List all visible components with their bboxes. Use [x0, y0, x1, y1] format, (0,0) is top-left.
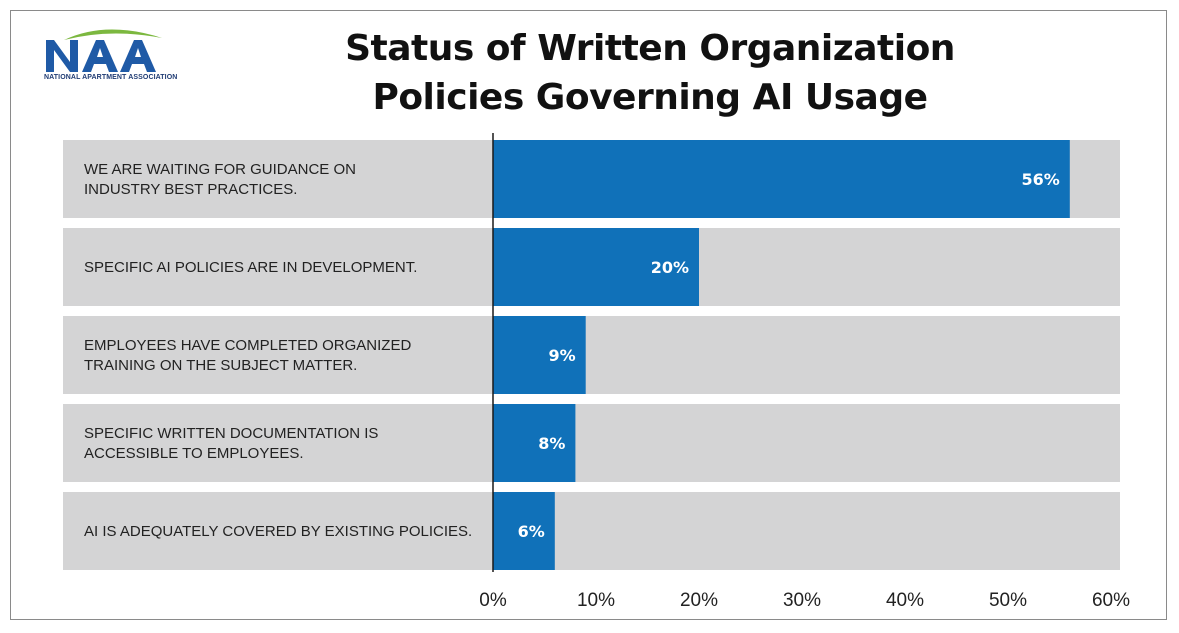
- bar: [493, 316, 586, 394]
- x-tick-label: 50%: [989, 590, 1027, 611]
- logo-tagline: NATIONAL APARTMENT ASSOCIATION: [44, 74, 178, 81]
- data-label: 9%: [549, 346, 576, 365]
- x-tick-label: 0%: [479, 590, 507, 611]
- bar-track: [63, 492, 1120, 570]
- category-label: EMPLOYEES HAVE COMPLETED ORGANIZED: [84, 337, 411, 354]
- bar: [493, 492, 555, 570]
- chart-title: Status of Written Organization Policies …: [280, 24, 1020, 122]
- category-label: INDUSTRY BEST PRACTICES.: [84, 181, 297, 198]
- category-label: WE ARE WAITING FOR GUIDANCE ON: [84, 161, 356, 178]
- data-label: 20%: [651, 258, 689, 277]
- data-label: 56%: [1022, 170, 1060, 189]
- naa-logo-mark: [46, 29, 162, 72]
- naa-logo: NATIONAL APARTMENT ASSOCIATION: [44, 26, 178, 86]
- x-tick-label: 30%: [783, 590, 821, 611]
- category-label: SPECIFIC WRITTEN DOCUMENTATION IS: [84, 425, 378, 442]
- x-tick-label: 10%: [577, 590, 615, 611]
- bar: [493, 140, 1070, 218]
- category-label: TRAINING ON THE SUBJECT MATTER.: [84, 357, 357, 374]
- bar-track: [63, 404, 1120, 482]
- chart-title-line-2: Policies Governing AI Usage: [372, 77, 928, 118]
- x-tick-label: 20%: [680, 590, 718, 611]
- bar-track: [63, 316, 1120, 394]
- x-tick-label: 40%: [886, 590, 924, 611]
- bar: [493, 404, 576, 482]
- data-label: 8%: [538, 434, 565, 453]
- category-label: SPECIFIC AI POLICIES ARE IN DEVELOPMENT.: [84, 259, 417, 276]
- chart-title-line-1: Status of Written Organization: [345, 28, 955, 69]
- bar: [493, 228, 699, 306]
- category-label: AI IS ADEQUATELY COVERED BY EXISTING POL…: [84, 523, 472, 540]
- data-label: 6%: [518, 522, 545, 541]
- x-tick-label: 60%: [1092, 590, 1130, 611]
- category-label: ACCESSIBLE TO EMPLOYEES.: [84, 445, 304, 462]
- chart-frame: [10, 10, 1167, 620]
